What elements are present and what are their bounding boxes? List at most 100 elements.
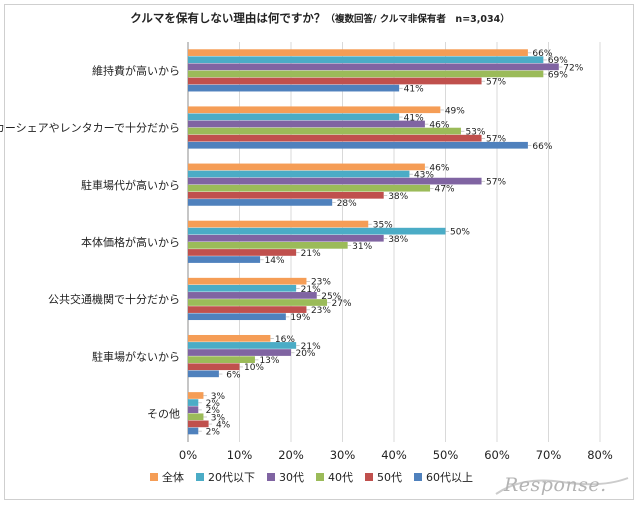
data-label: 72% <box>563 63 583 73</box>
leader-lines <box>198 52 563 432</box>
data-label: 66% <box>532 49 552 59</box>
legend-item: 全体 <box>150 469 184 485</box>
data-label: 46% <box>429 120 449 130</box>
data-label: 14% <box>265 256 285 266</box>
bar <box>188 284 297 292</box>
x-tick-label-10: 10% <box>227 448 253 462</box>
x-tick-label-40: 40% <box>381 448 407 462</box>
data-label: 31% <box>352 242 372 252</box>
bar <box>188 256 261 263</box>
data-label: 20% <box>295 349 315 359</box>
watermark-text: Response. <box>504 474 607 496</box>
bar <box>188 292 317 299</box>
category-label: その他 <box>147 407 180 420</box>
bar <box>188 306 307 313</box>
data-label: 49% <box>445 106 465 116</box>
data-label: 21% <box>301 285 321 295</box>
bar <box>188 277 307 285</box>
data-label: 2% <box>206 406 221 416</box>
x-tick-label-0: 0% <box>179 448 197 462</box>
x-axis-tick-labels: 0% 10% 20% 30% 40% 50% 60% 70% 80% <box>179 448 613 462</box>
bar <box>188 56 544 64</box>
bar <box>188 249 297 256</box>
bar <box>188 134 482 142</box>
bar <box>188 120 425 128</box>
data-labels: 66%69%72%69%57%41%49%41%46%53%57%66%46%4… <box>206 49 584 437</box>
data-label: 43% <box>414 171 434 181</box>
data-label: 38% <box>388 192 408 202</box>
bar <box>188 342 297 349</box>
data-label: 23% <box>311 306 331 316</box>
data-label: 35% <box>373 221 393 231</box>
category-label: 駐車場代が高いから <box>81 178 180 192</box>
category-label: カーシェアやレンタカーで十分だから <box>0 121 180 135</box>
data-label: 6% <box>226 370 241 380</box>
legend-swatch <box>150 473 158 481</box>
data-label: 50% <box>450 228 470 238</box>
category-labels: 維持費が高いからカーシェアやレンタカーで十分だから駐車場代が高いから本体価格が高… <box>0 64 180 421</box>
legend-item: 60代以上 <box>414 469 473 485</box>
x-tick-label-30: 30% <box>330 448 356 462</box>
data-label: 69% <box>548 70 568 80</box>
bar <box>188 227 446 235</box>
legend-label: 50代 <box>377 471 402 484</box>
bar <box>188 334 271 342</box>
data-label: 2% <box>206 427 221 437</box>
category-label: 維持費が高いから <box>92 64 180 78</box>
data-label: 13% <box>259 356 279 366</box>
bar <box>188 234 384 242</box>
legend-label: 20代以下 <box>208 471 255 484</box>
data-label: 57% <box>486 78 506 88</box>
data-label: 41% <box>404 113 424 123</box>
response-watermark: Response. <box>492 472 632 500</box>
data-label: 25% <box>321 292 341 302</box>
data-label: 41% <box>404 85 424 95</box>
data-label: 21% <box>301 249 321 259</box>
data-label: 57% <box>486 178 506 188</box>
data-label: 53% <box>465 128 485 138</box>
legend-swatch <box>196 473 204 481</box>
bar <box>188 70 544 78</box>
chart-title: クルマを保有しない理由は何ですか？（複数回答/ クルマ非保有者 n=3,034） <box>0 10 640 26</box>
bar <box>188 163 425 171</box>
bar <box>188 170 410 178</box>
category-label: 本体価格が高いから <box>81 235 180 249</box>
bar <box>188 420 209 428</box>
data-label: 38% <box>388 235 408 245</box>
bar <box>188 199 333 206</box>
category-label: 公共交通機関で十分だから <box>48 292 180 306</box>
data-label: 69% <box>548 56 568 66</box>
chart-title-note: （複数回答/ クルマ非保有者 n=3,034） <box>325 14 510 25</box>
legend-swatch <box>414 473 422 481</box>
bar <box>188 184 431 192</box>
data-label: 47% <box>435 185 455 195</box>
bar-chart: 66%69%72%69%57%41%49%41%46%53%57%66%46%4… <box>0 42 613 462</box>
bar <box>188 113 400 121</box>
data-label: 3% <box>211 413 226 423</box>
bar <box>188 313 286 321</box>
data-label: 57% <box>486 135 506 145</box>
legend-swatch <box>267 473 275 481</box>
bar <box>188 363 240 371</box>
bar <box>188 242 348 249</box>
bar <box>188 84 400 92</box>
x-tick-label-20: 20% <box>278 448 304 462</box>
x-tick-label-70: 70% <box>536 448 562 462</box>
legend-item: 30代 <box>267 469 304 485</box>
data-label: 2% <box>206 399 221 409</box>
data-label: 3% <box>211 392 226 402</box>
data-label: 66% <box>532 142 552 152</box>
bar <box>188 106 441 114</box>
legend-item: 40代 <box>316 469 353 485</box>
legend-label: 30代 <box>279 471 304 484</box>
data-label: 27% <box>332 299 352 309</box>
legend-item: 20代以下 <box>196 469 255 485</box>
chart-title-main: クルマを保有しない理由は何ですか？ <box>130 11 326 25</box>
data-label: 23% <box>311 278 331 288</box>
legend-label: 全体 <box>162 471 184 484</box>
bar <box>188 370 219 378</box>
watermark-swoosh-icon <box>495 477 629 495</box>
x-tick-label-80: 80% <box>587 448 613 462</box>
bar <box>188 177 482 185</box>
bar <box>188 141 528 149</box>
